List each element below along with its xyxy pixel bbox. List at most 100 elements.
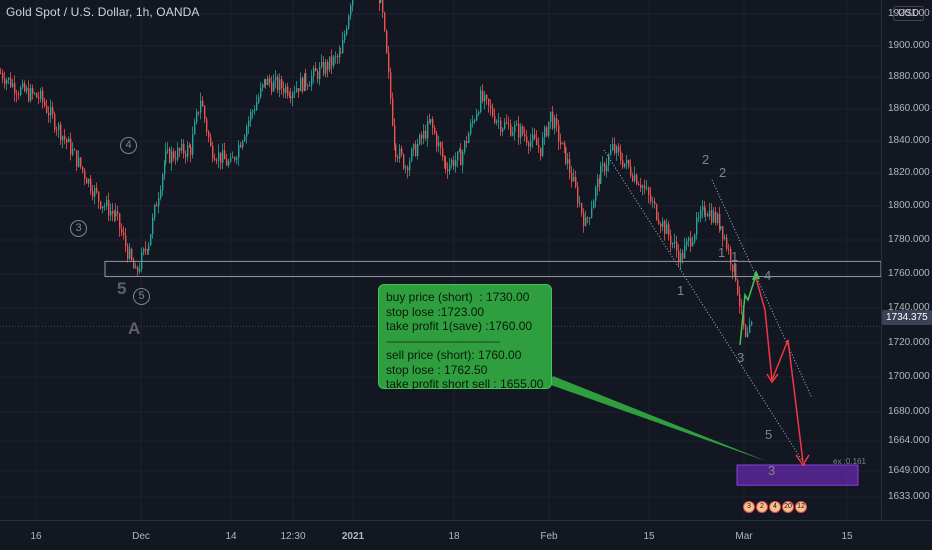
candle-body — [658, 219, 660, 224]
symbol-title[interactable]: Gold Spot / U.S. Dollar, 1h, OANDA — [6, 5, 200, 19]
candle-body — [150, 234, 152, 246]
candle-body — [415, 144, 417, 156]
candle-body — [236, 157, 238, 160]
candle-body — [123, 232, 125, 236]
candle-body — [158, 197, 160, 207]
currency-button[interactable]: USD — [893, 6, 925, 21]
candle-body — [131, 248, 133, 261]
candle-body — [218, 152, 220, 161]
candle-body — [678, 250, 680, 263]
candle-body — [0, 72, 2, 74]
price-axis-label: 1760.000 — [888, 268, 930, 279]
candle-body — [749, 324, 751, 333]
candle-body — [148, 245, 150, 251]
candle-body — [436, 133, 438, 147]
candle-body — [638, 184, 640, 186]
candle-body — [300, 77, 302, 92]
candle-body — [569, 159, 571, 174]
candle-body — [48, 112, 50, 116]
candle-body — [440, 142, 442, 149]
candle-body — [492, 107, 494, 116]
candle-body — [16, 93, 18, 95]
candle-body — [226, 159, 228, 166]
wave-2-label: 2 — [719, 165, 727, 180]
candle-body — [147, 250, 149, 252]
candle-body — [516, 123, 518, 126]
wave-5-label: 5 — [117, 279, 127, 298]
event-flag-icon: 3 — [743, 501, 755, 513]
projection-path-red — [771, 339, 804, 463]
candle-body — [620, 151, 622, 161]
candle-body — [281, 79, 283, 89]
candle-body — [556, 118, 558, 125]
candle-body — [141, 252, 143, 269]
candle-body — [24, 83, 26, 92]
candle-body — [602, 163, 604, 166]
economic-events-badge[interactable]: 3 2 4 20 12 — [743, 501, 807, 513]
candle-body — [532, 134, 534, 141]
channel-line-upper — [711, 179, 813, 399]
candle-body — [68, 138, 70, 143]
candle-body — [380, 0, 382, 3]
candle-body — [66, 139, 68, 143]
candle-body — [526, 136, 528, 143]
candle-body — [234, 157, 236, 160]
candle-body — [514, 125, 516, 133]
candle-body — [548, 121, 550, 136]
candle-body — [741, 305, 743, 308]
candle-body — [62, 136, 64, 141]
time-axis-label: 18 — [448, 531, 460, 542]
candle-body — [56, 129, 58, 131]
candle-body — [739, 294, 741, 306]
candle-body — [394, 125, 396, 145]
price-axis-label: 1649.000 — [888, 465, 930, 476]
candle-body — [604, 163, 606, 172]
price-axis-label: 1860.000 — [888, 103, 930, 114]
candle-body — [117, 211, 119, 214]
candle-body — [715, 212, 717, 223]
candle-body — [386, 30, 388, 53]
time-axis-label: 14 — [225, 531, 237, 542]
price-axis-label: 1740.000 — [888, 302, 930, 313]
candle-body — [40, 90, 42, 99]
candle-body — [504, 122, 506, 129]
candle-body — [680, 252, 682, 263]
candle-body — [457, 151, 459, 161]
candle-body — [577, 186, 579, 204]
price-axis-label: 1800.000 — [888, 200, 930, 211]
candle-body — [544, 127, 546, 138]
candle-body — [614, 144, 616, 154]
candle-body — [522, 126, 524, 135]
candle-body — [486, 94, 488, 99]
trade-note-box[interactable]: buy price (short) : 1730.00 stop lose :1… — [378, 284, 552, 391]
candle-body — [449, 164, 451, 172]
candle-body — [202, 100, 204, 107]
note-separator: -------------------------------------- — [386, 333, 501, 348]
note-line: stop lose : 1762.50 — [386, 362, 488, 377]
candle-body — [76, 150, 78, 167]
candle-body — [279, 79, 281, 90]
candle-body — [581, 203, 583, 214]
candle-body — [289, 95, 291, 97]
candle-body — [672, 243, 674, 245]
candle-body — [646, 188, 648, 189]
candle-body — [423, 130, 425, 139]
candle-body — [560, 141, 562, 145]
event-flag-icon: 2 — [756, 501, 768, 513]
candle-body — [737, 280, 739, 295]
price-axis-label: 1680.000 — [888, 406, 930, 417]
wave-2-label: 2 — [702, 152, 710, 167]
candle-body — [30, 87, 32, 101]
time-axis-divider — [0, 520, 932, 521]
candle-body — [520, 126, 522, 138]
candle-body — [468, 133, 470, 143]
candle-body — [290, 96, 292, 99]
price-axis-divider — [881, 0, 882, 520]
candle-body — [734, 263, 736, 272]
candle-body — [530, 140, 532, 147]
candle-body — [164, 162, 166, 175]
candle-body — [427, 121, 429, 139]
candle-body — [634, 174, 636, 181]
